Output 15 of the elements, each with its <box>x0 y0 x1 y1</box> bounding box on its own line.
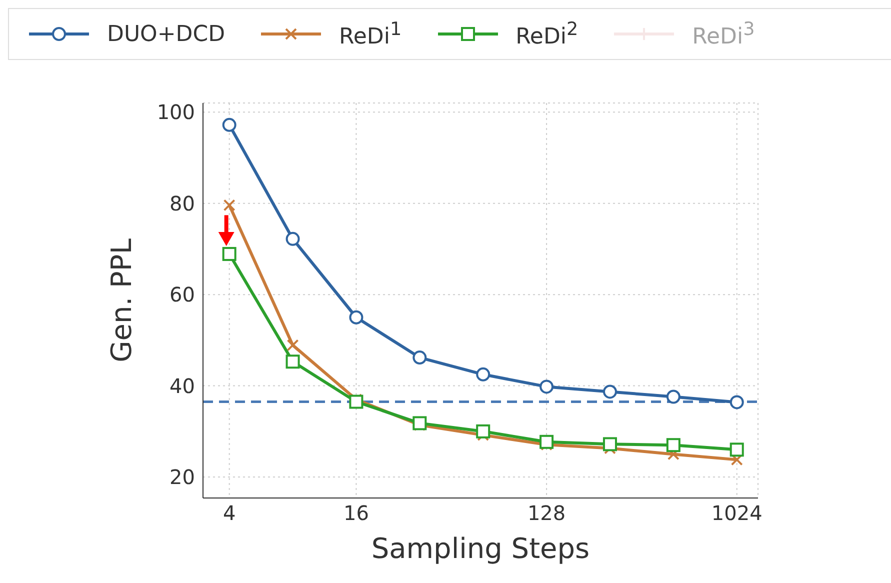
y-axis-title: Gen. PPL <box>104 238 138 362</box>
legend-label: DUO+DCD <box>107 22 226 46</box>
y-tick-label: 80 <box>170 191 195 216</box>
y-tick-label: 100 <box>156 100 195 124</box>
x-tick-label: 16 <box>343 501 369 526</box>
x-tick-label: 128 <box>527 501 566 526</box>
y-tick-label: 20 <box>170 465 195 490</box>
x-tick-label: 4 <box>222 501 236 526</box>
legend-label: ReDi$^{2}$ <box>516 18 578 50</box>
x-tick-label: 1024 <box>711 501 762 526</box>
y-tick-label: 40 <box>170 374 195 398</box>
y-tick-label: 60 <box>170 282 195 307</box>
legend-label: ReDi$^{1}$ <box>339 18 402 50</box>
legend-label: ReDi$^{3}$ <box>692 18 755 50</box>
x-axis-title: Sampling Steps <box>371 532 590 565</box>
